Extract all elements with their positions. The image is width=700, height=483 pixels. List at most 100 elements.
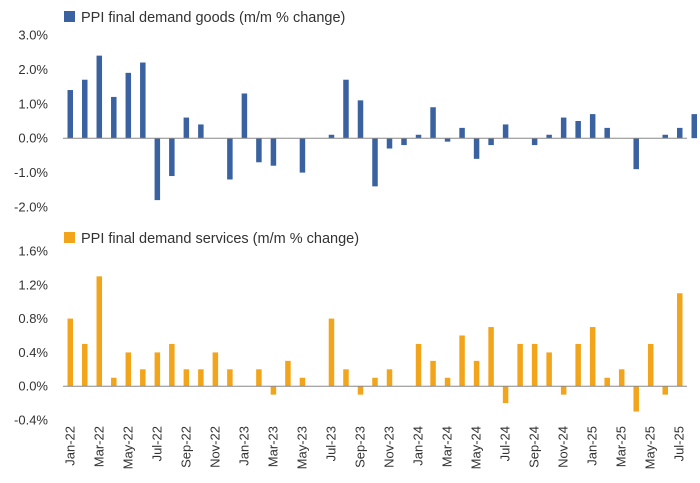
services-panel: PPI final demand services (m/m % change)… xyxy=(14,231,687,428)
x-tick-label: May-24 xyxy=(469,426,484,469)
services-bar-Oct-22 xyxy=(198,369,204,387)
services-bar-Nov-24 xyxy=(560,386,567,395)
x-tick-label: Sep-23 xyxy=(352,426,367,468)
services-bar-Dec-24 xyxy=(575,343,581,387)
goods-bar-Mar-22 xyxy=(96,55,103,139)
goods-y-axis: 3.0% 2.0% 1.0% 0.0% -1.0% -2.0% xyxy=(14,28,48,215)
services-bar-Feb-22 xyxy=(82,343,88,387)
services-bar-Jan-22 xyxy=(67,318,74,387)
goods-bar-Mar-23 xyxy=(270,138,277,166)
goods-bar-Feb-22 xyxy=(82,79,88,139)
goods-bar-May-24 xyxy=(473,138,480,159)
services-bar-Feb-24 xyxy=(430,360,436,387)
services-y-tick-label: 1.6% xyxy=(18,244,48,259)
services-bar-Mar-22 xyxy=(96,276,103,387)
x-tick-label: May-22 xyxy=(120,426,135,469)
x-tick-label: Mar-24 xyxy=(440,426,455,467)
x-tick-label: Jul-22 xyxy=(149,426,164,461)
goods-bar-Jul-25 xyxy=(676,127,683,139)
services-y-tick-label: 0.0% xyxy=(18,379,48,394)
x-tick-label: Jul-23 xyxy=(323,426,338,461)
services-bar-Mar-24 xyxy=(444,377,451,387)
goods-bar-Feb-23 xyxy=(256,138,262,163)
x-tick-label: Mar-22 xyxy=(91,426,106,467)
goods-bar-Dec-23 xyxy=(401,138,407,146)
x-tick-label: May-25 xyxy=(643,426,658,469)
x-tick-label: Jan-25 xyxy=(585,426,600,466)
services-bar-Apr-24 xyxy=(459,335,465,387)
goods-bar-Oct-24 xyxy=(546,134,552,139)
goods-bar-Jan-24 xyxy=(415,134,422,139)
services-bar-Jun-24 xyxy=(488,327,494,387)
goods-panel: PPI final demand goods (m/m % change) 3.… xyxy=(14,10,698,215)
goods-bar-Jan-25 xyxy=(589,114,596,139)
x-tick-label: May-23 xyxy=(294,426,309,469)
services-bar-Sep-22 xyxy=(183,369,190,387)
goods-bar-Jan-22 xyxy=(67,90,74,139)
services-bar-Jul-25 xyxy=(676,293,683,387)
x-tick-label: Sep-22 xyxy=(178,426,193,468)
goods-bar-undefined xyxy=(691,114,698,139)
x-tick-label: Jan-23 xyxy=(236,426,251,466)
goods-bar-May-23 xyxy=(299,138,306,173)
goods-bar-Mar-24 xyxy=(444,138,451,142)
services-bar-Jan-24 xyxy=(415,343,422,387)
goods-y-tick-label: -2.0% xyxy=(14,200,48,215)
services-bar-Nov-23 xyxy=(386,369,393,387)
goods-bar-Oct-23 xyxy=(372,138,378,187)
services-legend-swatch xyxy=(64,232,75,243)
services-bar-Apr-23 xyxy=(285,360,291,387)
services-y-tick-label: 0.4% xyxy=(18,345,48,360)
x-tick-label: Jan-22 xyxy=(62,426,77,466)
services-bar-Apr-22 xyxy=(111,377,117,387)
goods-bar-Jun-25 xyxy=(662,134,668,139)
services-bar-Oct-24 xyxy=(546,352,552,387)
services-bar-Nov-22 xyxy=(212,352,219,387)
goods-bar-Aug-22 xyxy=(169,138,175,177)
goods-bar-Jul-22 xyxy=(154,138,161,201)
services-bar-Jul-23 xyxy=(328,318,335,387)
goods-bar-Apr-22 xyxy=(111,96,117,139)
services-bar-Oct-23 xyxy=(372,377,378,387)
goods-y-tick-label: 2.0% xyxy=(18,62,48,77)
goods-legend-label: PPI final demand goods (m/m % change) xyxy=(81,10,345,26)
x-tick-label: Nov-23 xyxy=(382,426,397,468)
services-y-tick-label: 0.8% xyxy=(18,311,48,326)
services-bar-May-22 xyxy=(125,352,132,387)
goods-bar-Jul-23 xyxy=(328,134,335,139)
goods-bar-Apr-25 xyxy=(633,138,639,170)
x-tick-label: Mar-23 xyxy=(265,426,280,467)
services-bar-Jun-22 xyxy=(140,369,146,387)
goods-y-tick-label: 1.0% xyxy=(18,96,48,111)
services-bar-Jul-22 xyxy=(154,352,161,387)
x-tick-label: Nov-24 xyxy=(556,426,571,468)
goods-bar-Aug-23 xyxy=(343,79,349,139)
goods-bar-Jun-22 xyxy=(140,62,146,139)
goods-bar-Jul-24 xyxy=(502,124,509,139)
goods-bars xyxy=(67,55,698,201)
services-bar-Mar-23 xyxy=(270,386,277,395)
goods-bar-Sep-24 xyxy=(531,138,538,146)
services-bar-Mar-25 xyxy=(618,369,625,387)
x-tick-label: Nov-22 xyxy=(207,426,222,468)
x-tick-label: Mar-25 xyxy=(614,426,629,467)
services-y-axis: 1.6% 1.2% 0.8% 0.4% 0.0% -0.4% xyxy=(14,244,48,428)
goods-bar-Sep-23 xyxy=(357,100,364,139)
services-legend-label: PPI final demand services (m/m % change) xyxy=(81,231,359,247)
services-bar-Sep-23 xyxy=(357,386,364,395)
services-bar-Aug-24 xyxy=(517,343,523,387)
services-y-tick-label: -0.4% xyxy=(14,413,48,428)
services-bar-Sep-24 xyxy=(531,343,538,387)
goods-bar-Jun-24 xyxy=(488,138,494,146)
goods-bar-Apr-24 xyxy=(459,127,465,139)
goods-bar-Oct-22 xyxy=(198,124,204,139)
services-bar-Apr-25 xyxy=(633,386,639,412)
services-bar-May-24 xyxy=(473,360,480,387)
x-tick-label: Jan-24 xyxy=(411,426,426,466)
goods-bar-Dec-24 xyxy=(575,121,581,139)
goods-bar-Dec-22 xyxy=(227,138,233,180)
goods-bar-Nov-24 xyxy=(560,117,567,139)
x-tick-label: Jul-24 xyxy=(498,426,513,461)
goods-bar-May-22 xyxy=(125,72,132,139)
